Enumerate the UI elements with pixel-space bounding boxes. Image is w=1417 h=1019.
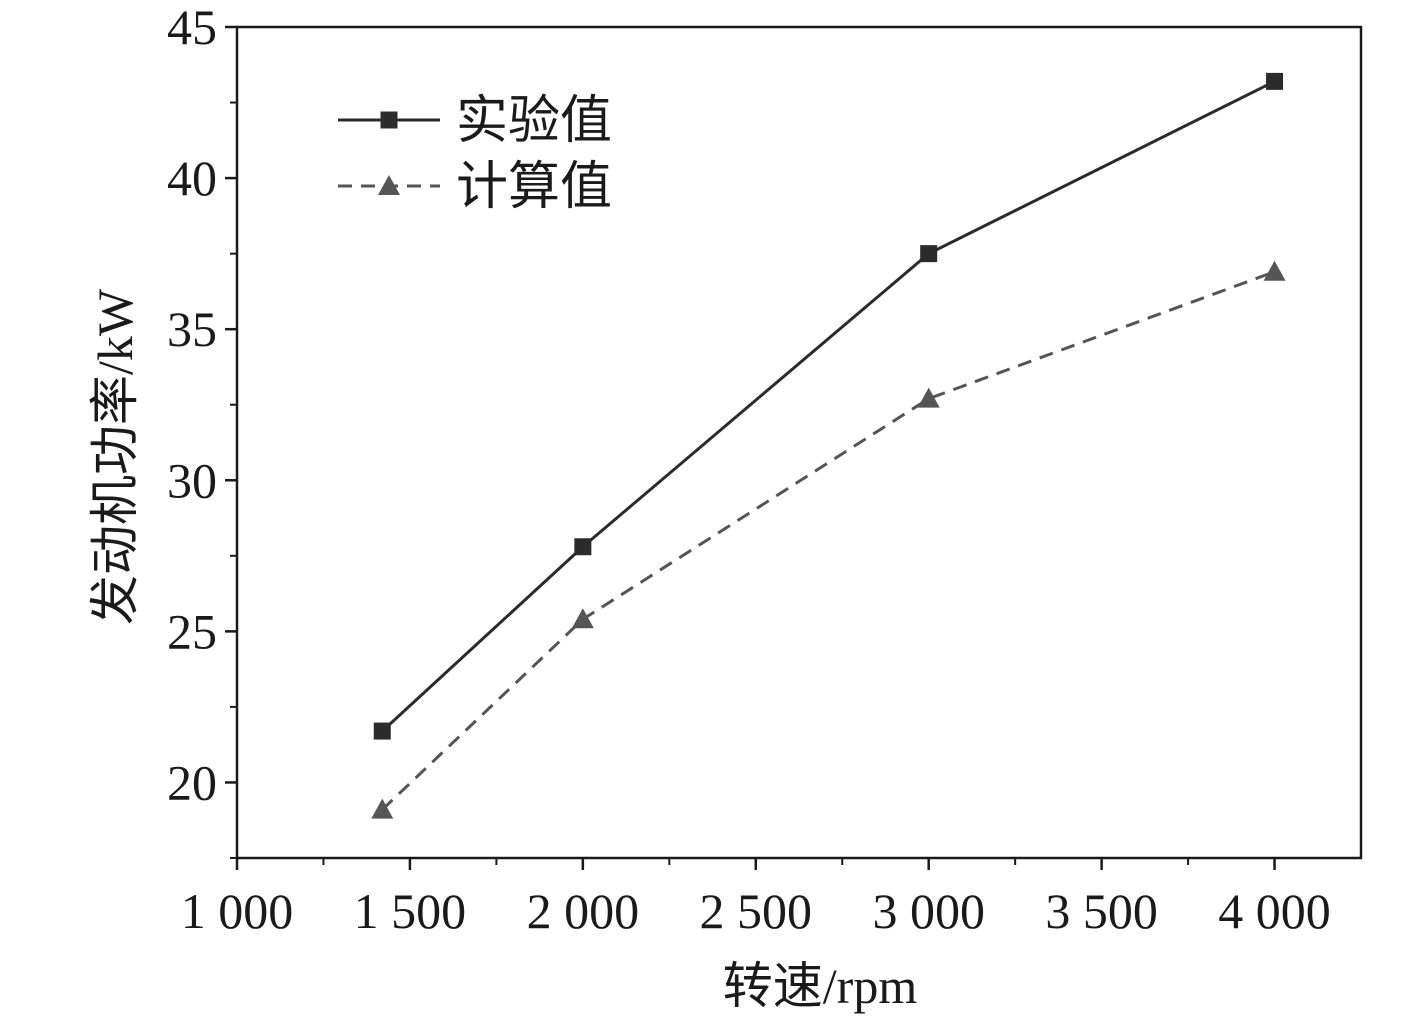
data-point <box>1266 72 1284 90</box>
x-tick-label: 2 500 <box>700 883 813 939</box>
y-tick-label: 30 <box>167 452 217 508</box>
y-axis-label: 发动机功率/kW <box>87 288 143 625</box>
legend-marker <box>378 175 400 195</box>
legend-label: 实验值 <box>456 93 612 150</box>
x-tick-label: 2 000 <box>527 883 640 939</box>
x-tick-label: 1 000 <box>181 883 294 939</box>
x-axis-ticks: 1 000 1 500 2 000 2 500 3 000 3 500 4 000 <box>181 858 1331 939</box>
x-tick-label: 3 000 <box>872 883 985 939</box>
series-2 <box>371 260 1286 819</box>
x-tick-label: 3 500 <box>1045 883 1158 939</box>
data-point <box>1263 260 1286 281</box>
series-line <box>381 80 1276 733</box>
series-1 <box>373 72 1284 740</box>
series-line <box>381 270 1276 811</box>
y-tick-label: 25 <box>167 603 217 659</box>
y-tick-label: 40 <box>167 150 217 206</box>
data-point <box>574 538 592 556</box>
data-point <box>920 245 938 263</box>
legend-item-2: 计算值 <box>338 159 612 216</box>
data-point <box>371 798 394 819</box>
data-point <box>373 722 391 740</box>
legend-marker <box>380 111 398 129</box>
plot-border <box>235 25 1363 860</box>
data-point <box>917 387 940 408</box>
y-tick-label: 20 <box>167 754 217 810</box>
y-axis-ticks: 20 25 30 35 40 45 <box>167 0 237 859</box>
data-point <box>571 608 594 629</box>
plot-frame <box>235 25 1363 860</box>
x-tick-label: 1 500 <box>354 883 467 939</box>
legend-label: 计算值 <box>456 159 612 216</box>
x-tick-label: 4 000 <box>1218 883 1331 939</box>
y-tick-label: 45 <box>167 0 217 55</box>
series-layer <box>371 72 1286 819</box>
x-axis-label: 转速/rpm <box>723 958 918 1014</box>
y-tick-label: 35 <box>167 301 217 357</box>
legend-item-1: 实验值 <box>338 93 612 150</box>
